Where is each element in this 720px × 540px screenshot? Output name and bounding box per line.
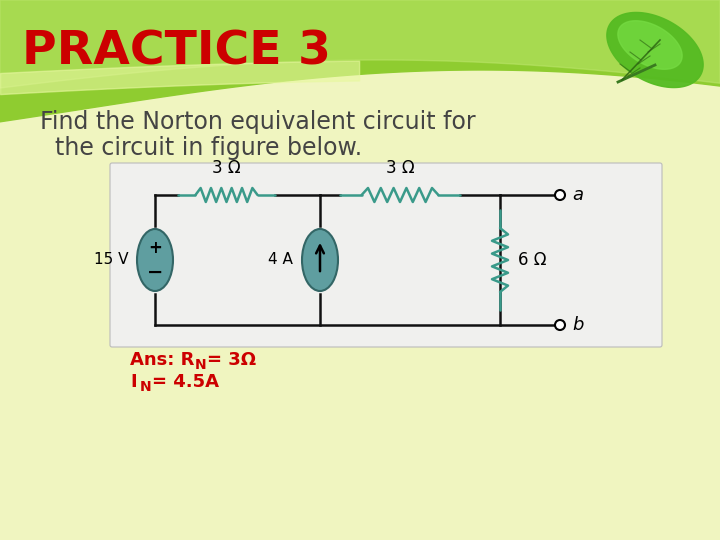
Text: 6 Ω: 6 Ω (518, 251, 546, 269)
Ellipse shape (137, 229, 173, 291)
Text: = 4.5A: = 4.5A (152, 373, 219, 391)
Ellipse shape (302, 229, 338, 291)
Text: I: I (130, 373, 137, 391)
Polygon shape (618, 21, 682, 69)
Text: 3 Ω: 3 Ω (212, 159, 240, 177)
Text: Find the Norton equivalent circuit for: Find the Norton equivalent circuit for (40, 110, 476, 134)
Text: 4 A: 4 A (268, 253, 292, 267)
Text: a: a (572, 186, 583, 204)
Text: Ans: R: Ans: R (130, 351, 194, 369)
Text: +: + (148, 239, 162, 257)
Text: the circuit in figure below.: the circuit in figure below. (55, 136, 362, 160)
Polygon shape (607, 12, 703, 87)
Text: b: b (572, 316, 583, 334)
Circle shape (555, 320, 565, 330)
Text: 3 Ω: 3 Ω (386, 159, 414, 177)
FancyBboxPatch shape (110, 163, 662, 347)
Circle shape (555, 190, 565, 200)
Text: = 3Ω: = 3Ω (207, 351, 256, 369)
Text: PRACTICE 3: PRACTICE 3 (22, 30, 331, 75)
Text: N: N (195, 358, 207, 372)
Text: N: N (140, 380, 152, 394)
Text: 15 V: 15 V (94, 253, 128, 267)
Text: −: − (147, 262, 163, 281)
